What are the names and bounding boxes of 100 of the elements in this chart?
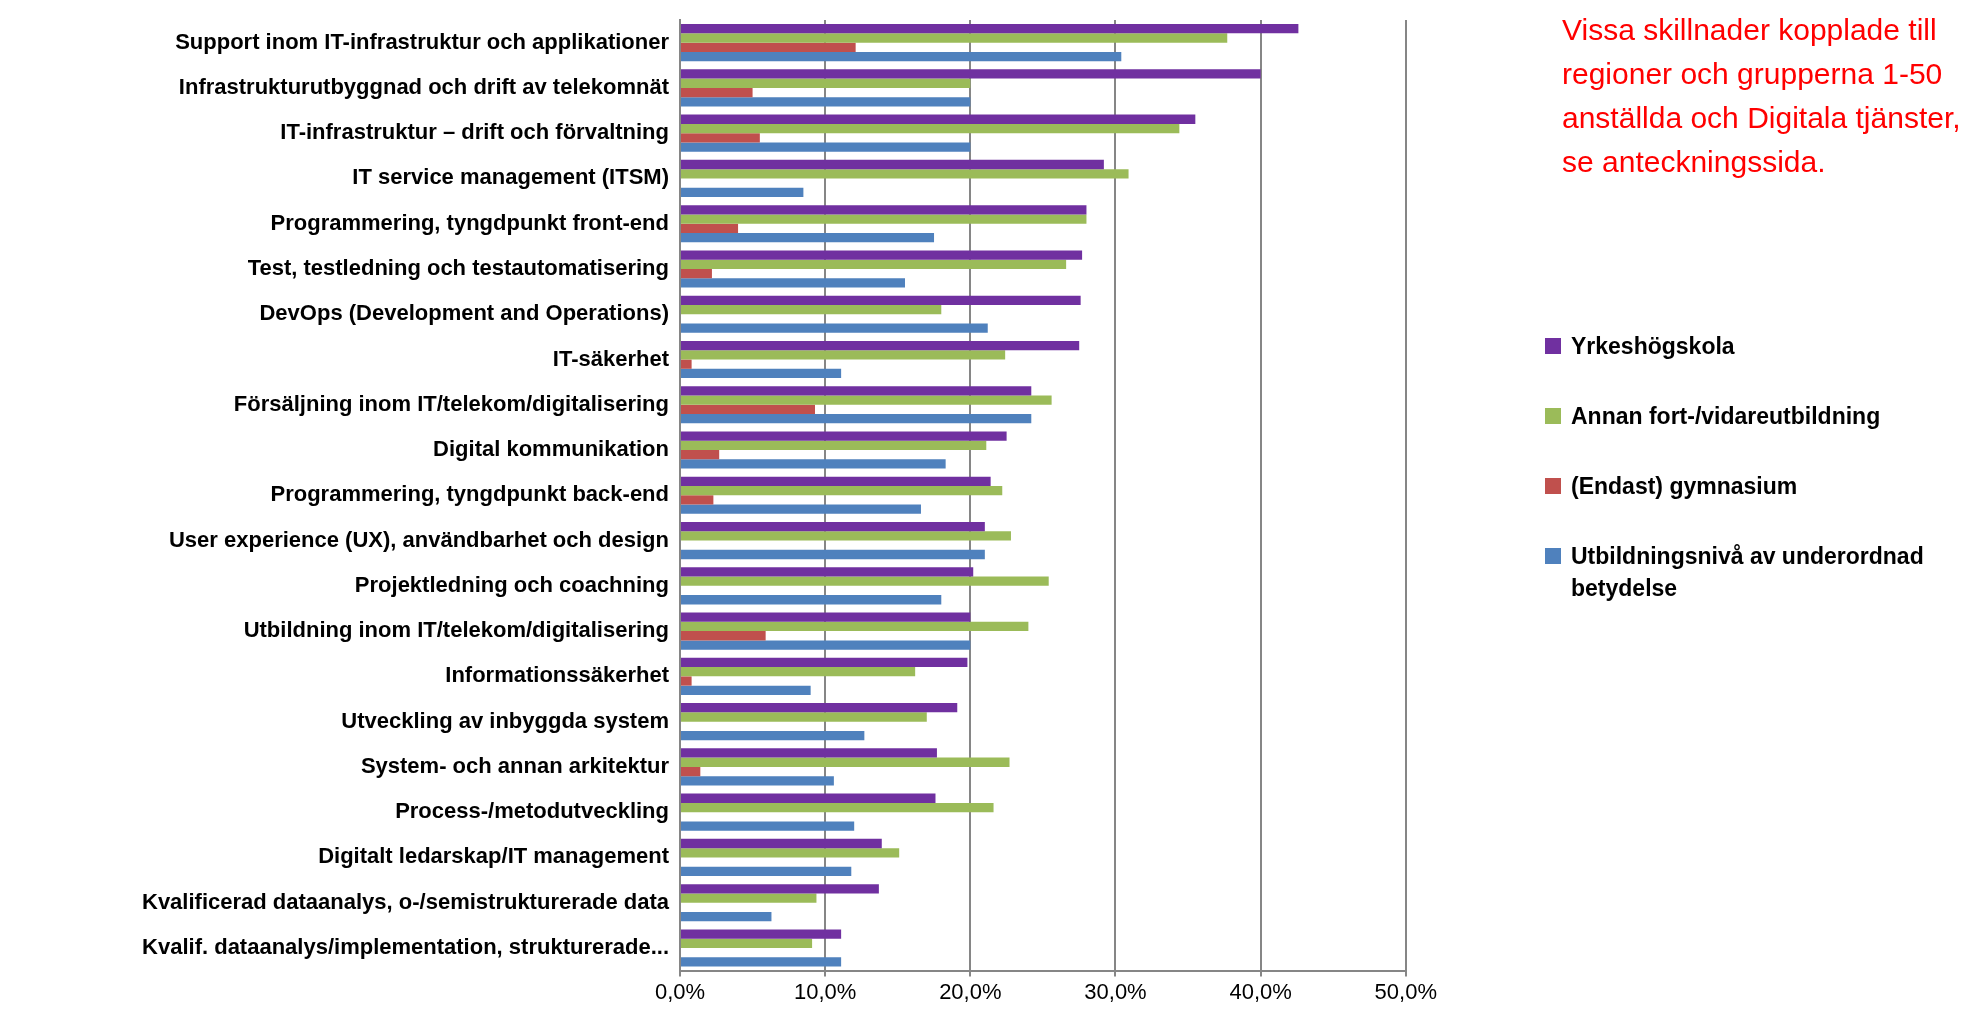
bar — [681, 595, 942, 605]
bar — [681, 576, 1049, 586]
bar — [681, 459, 946, 469]
legend-label: Utbildningsnivå av underordnad betydelse — [1571, 542, 1925, 603]
bar — [681, 612, 971, 622]
bar — [681, 757, 1010, 767]
bar — [681, 323, 988, 333]
bar — [681, 42, 856, 52]
bar — [681, 957, 842, 967]
x-tick-label: 20,0% — [939, 978, 1002, 1004]
bar — [681, 24, 1299, 34]
y-tick-label: Kvalif. dataanalys/implementation, strukturerade... — [142, 934, 669, 960]
bar — [681, 69, 1261, 79]
bar — [681, 114, 1196, 124]
bar — [681, 522, 985, 532]
y-tick-label: Informationssäkerhet — [445, 662, 670, 688]
bar — [681, 431, 1007, 441]
bar — [681, 712, 927, 722]
y-tick-label: User experience (UX), användbarhet och design — [168, 526, 669, 552]
bar — [681, 250, 1083, 260]
bar — [681, 621, 1029, 632]
bar — [681, 549, 985, 560]
bar — [681, 848, 900, 858]
text: Vissa skillnader kopplade till regioner och grupperna 1-50 anställda och Digitala tjänster, se anteckningssida. — [1562, 12, 1962, 180]
bar — [681, 567, 974, 577]
y-tick-label: Försäljning inom IT/telekom/digitalisering — [233, 390, 669, 416]
legend-label: Annan fort-/vidareutbildning — [1571, 402, 1881, 431]
bar — [681, 414, 1032, 424]
bar — [681, 866, 852, 876]
bar — [681, 802, 994, 813]
bar — [681, 87, 753, 98]
x-tick-label: 10,0% — [793, 978, 857, 1004]
bar — [681, 884, 879, 894]
bar — [681, 821, 855, 831]
bar — [681, 123, 1180, 134]
y-tick-label: Utbildning inom IT/telekom/digitalisering — [243, 617, 669, 643]
bar — [681, 159, 1104, 170]
bar — [681, 223, 739, 233]
bar — [681, 368, 842, 379]
bar — [681, 295, 1081, 305]
bar — [681, 531, 1011, 541]
y-tick-label: IT-säkerhet — [552, 345, 670, 371]
bar — [681, 386, 1032, 396]
y-tick-label: Digital kommunikation — [433, 436, 669, 462]
bar — [681, 97, 971, 107]
bar — [681, 304, 942, 315]
bar — [681, 766, 701, 777]
bar — [681, 232, 935, 243]
bar — [681, 78, 971, 88]
y-tick-label: IT-infrastruktur – drift och förvaltning — [280, 119, 669, 145]
bar — [681, 676, 692, 686]
bar — [681, 268, 712, 279]
y-tick-label: DevOps (Development and Operations) — [259, 300, 669, 326]
bar — [681, 259, 1067, 269]
bar — [681, 893, 817, 903]
bar — [681, 33, 1228, 43]
x-tick-label: 30,0% — [1084, 978, 1147, 1004]
y-tick-label: Process-/metodutveckling — [395, 798, 669, 824]
bar — [681, 938, 813, 948]
bar — [681, 133, 760, 143]
bar — [681, 838, 882, 849]
x-tick-label: 50,0% — [1374, 978, 1438, 1004]
y-tick-label: Kvalificerad dataanalys, o-/semistrukturerade data — [142, 888, 670, 914]
legend-label: (Endast) gymnasium — [1571, 472, 1798, 501]
legend-label: Yrkeshögskola — [1571, 332, 1735, 361]
y-tick-label: Support inom IT-infrastruktur och applikationer — [175, 28, 670, 54]
y-tick-label: Projektledning och coachning — [354, 571, 669, 597]
bar — [681, 748, 937, 758]
bar — [681, 667, 916, 677]
bar — [681, 730, 865, 741]
bar — [681, 51, 1122, 62]
bar — [681, 640, 971, 650]
bar — [681, 486, 1003, 496]
bar — [681, 476, 991, 487]
bar — [681, 450, 720, 460]
bar — [681, 395, 1052, 405]
bar — [681, 214, 1087, 224]
bar — [681, 911, 772, 922]
y-tick-label: Utveckling av inbyggda system — [341, 707, 669, 733]
y-tick-label: Test, testledning och testautomatisering — [247, 255, 669, 281]
bar — [681, 404, 815, 415]
y-tick-label: IT service management (ITSM) — [352, 164, 669, 190]
bar — [681, 657, 968, 668]
bar — [681, 776, 834, 786]
x-tick-label: 0,0% — [654, 978, 706, 1004]
bar — [681, 359, 692, 369]
bar — [681, 685, 811, 695]
bar — [681, 929, 842, 939]
y-tick-label: Infrastrukturutbyggnad och drift av telekomnät — [178, 73, 670, 99]
bar — [681, 350, 1006, 360]
bar — [681, 440, 987, 451]
bar — [681, 793, 936, 803]
bar — [681, 187, 804, 197]
y-tick-label: Programmering, tyngdpunkt back-end — [270, 481, 669, 507]
bar — [681, 205, 1087, 215]
y-tick-label: Programmering, tyngdpunkt front-end — [270, 209, 669, 235]
y-tick-label: Digitalt ledarskap/IT management — [318, 843, 670, 869]
bar — [681, 142, 971, 152]
x-tick-label: 40,0% — [1229, 978, 1292, 1004]
bar — [681, 504, 921, 514]
